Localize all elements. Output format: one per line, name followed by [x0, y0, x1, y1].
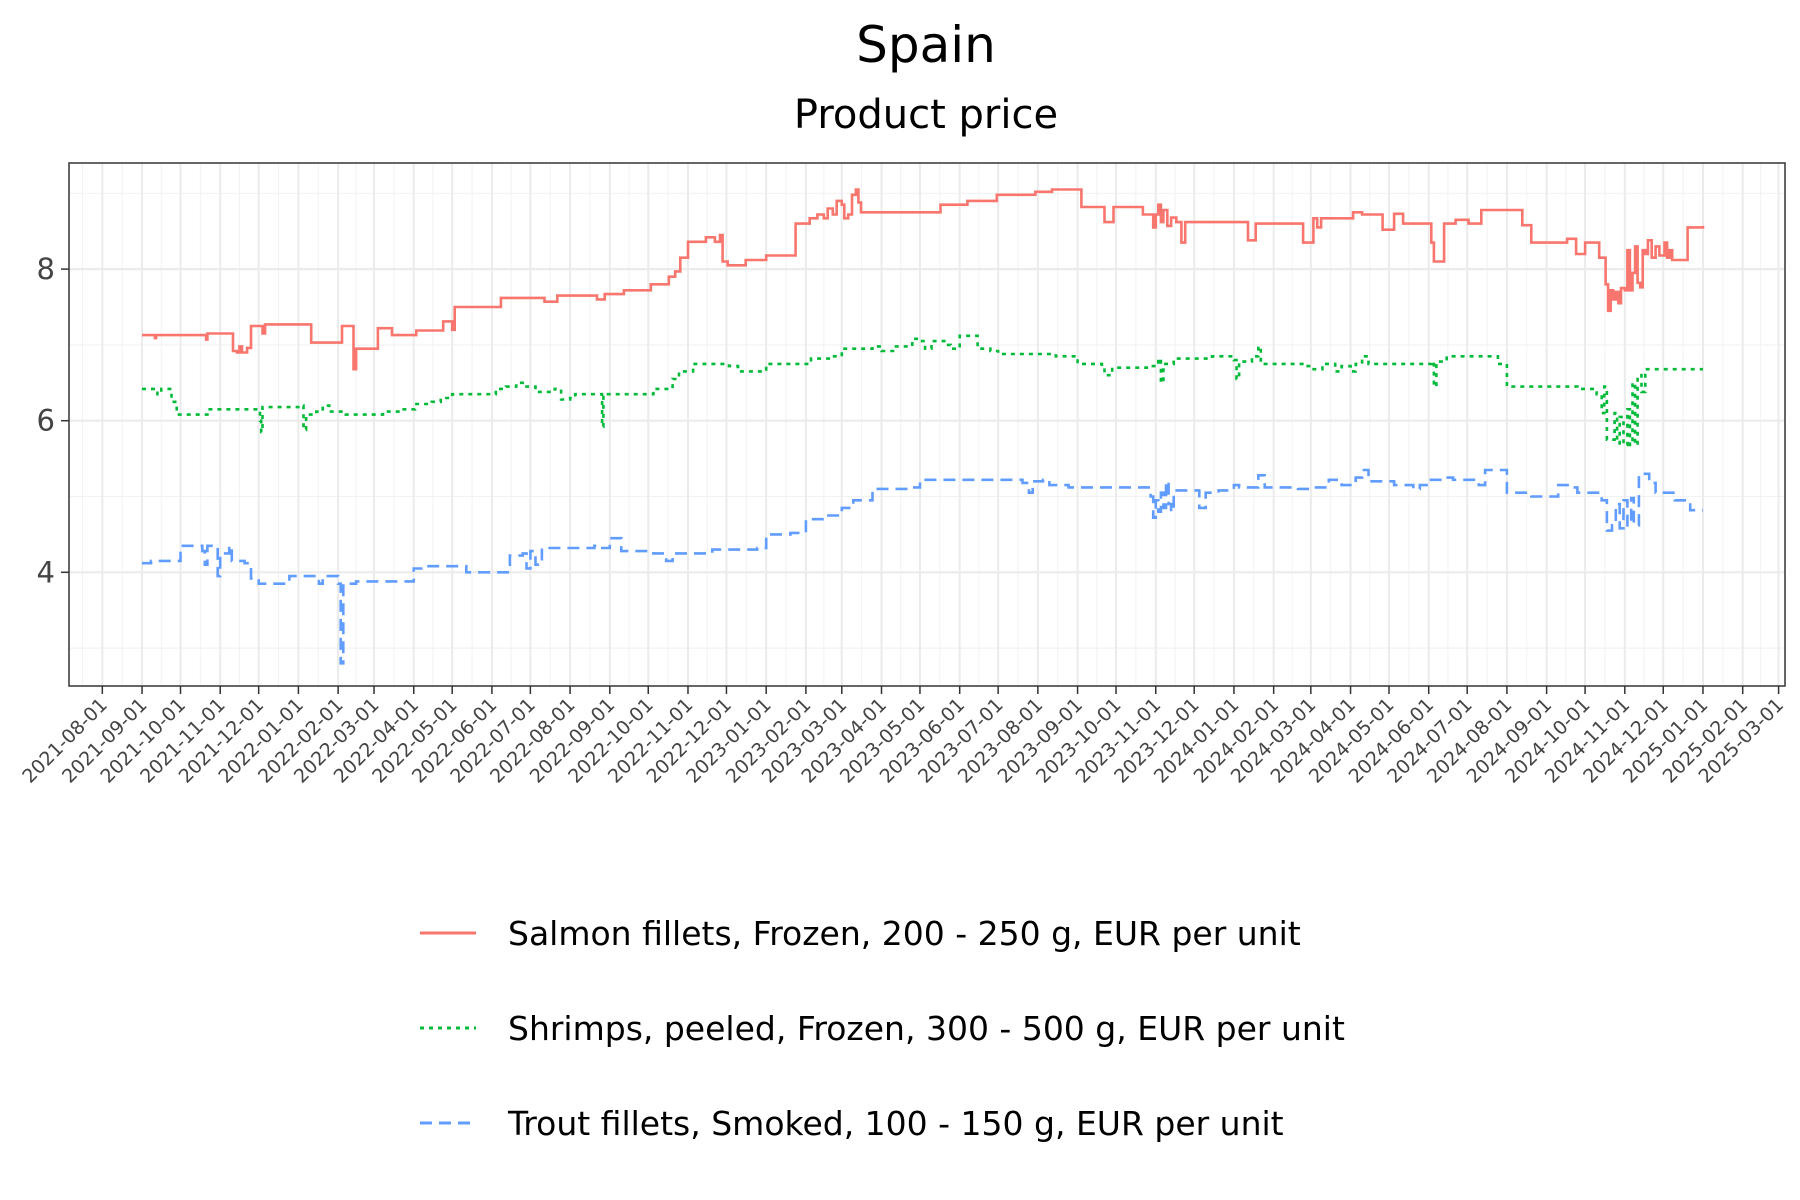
series-layer	[142, 188, 1705, 665]
legend: Salmon fillets, Frozen, 200 - 250 g, EUR…	[420, 914, 1345, 1143]
legend-label: Trout fillets, Smoked, 100 - 150 g, EUR …	[507, 1104, 1284, 1143]
series-line	[142, 188, 1705, 371]
series-line	[142, 334, 1703, 447]
y-axis: 4 6 8	[37, 252, 69, 589]
plot-frame	[68, 162, 1786, 687]
x-axis: 2021-08-012021-09-012021-10-012021-11-01…	[18, 686, 1788, 788]
grid-minor	[69, 163, 1785, 686]
chart-subtitle: Product price	[794, 92, 1058, 138]
legend-label: Salmon fillets, Frozen, 200 - 250 g, EUR…	[508, 914, 1301, 953]
chart-title: Spain	[856, 16, 996, 74]
y-tick-label: 6	[37, 404, 55, 438]
grid-major	[69, 163, 1785, 686]
y-tick-label: 8	[37, 252, 55, 286]
y-tick-label: 4	[37, 555, 55, 589]
legend-label: Shrimps, peeled, Frozen, 300 - 500 g, EU…	[508, 1009, 1345, 1048]
series-line	[142, 468, 1703, 665]
